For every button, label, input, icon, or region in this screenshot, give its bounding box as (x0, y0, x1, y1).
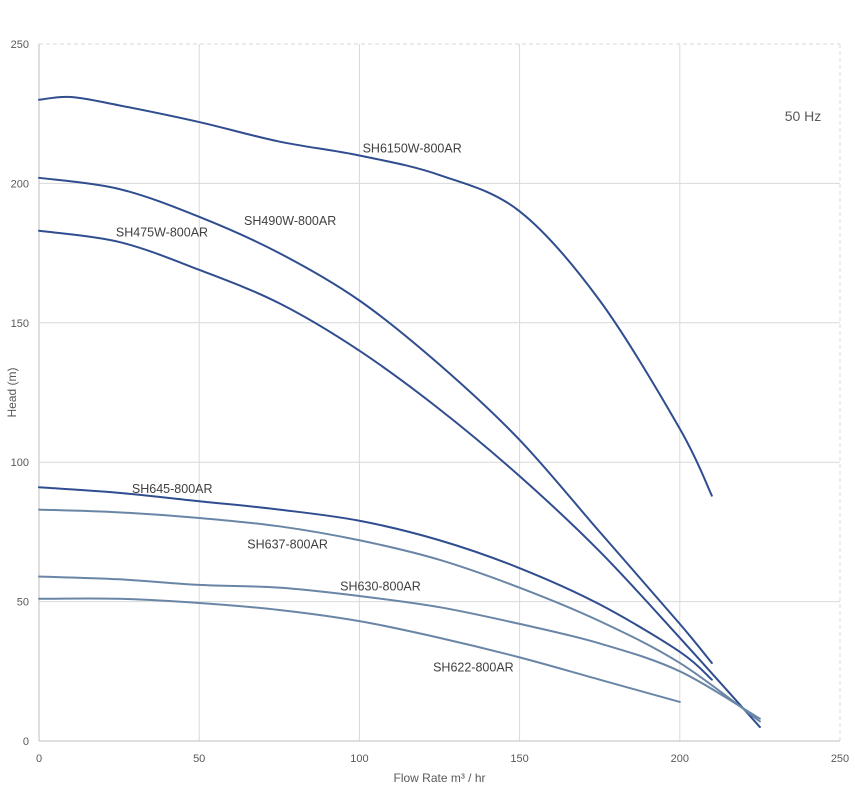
y-tick-label: 50 (17, 597, 29, 609)
frequency-annotation: 50 Hz (785, 108, 822, 124)
series-line-sh475w-800ar (38, 229, 761, 729)
y-tick-label: 100 (11, 457, 29, 469)
series-line-sh645-800ar (38, 486, 713, 681)
series-line-sh490w-800ar (38, 176, 713, 664)
x-axis-title: Flow Rate m³ / hr (393, 771, 485, 785)
series-label-sh622-800ar: SH622-800AR (433, 660, 514, 674)
x-tick-label: 0 (36, 753, 42, 765)
series-labels: SH6150W-800AR SH490W-800AR SH475W-800AR SH6… (116, 142, 514, 675)
series-line-sh6150w-800ar (38, 95, 713, 497)
series-label-sh475w-800ar: SH475W-800AR (116, 225, 208, 239)
x-tick-label: 100 (350, 753, 368, 765)
series-line-sh637-800ar (38, 508, 761, 723)
series-label-sh637-800ar: SH637-800AR (247, 538, 328, 552)
series-lines (38, 95, 761, 729)
series-label-sh490w-800ar: SH490W-800AR (244, 214, 336, 228)
series-line-sh630-800ar (38, 575, 761, 720)
y-tick-label: 200 (11, 178, 29, 190)
x-tick-label: 250 (831, 753, 849, 765)
series-line-sh622-800ar (38, 597, 681, 703)
series-label-sh645-800ar: SH645-800AR (132, 482, 213, 496)
series-label-sh6150w-800ar: SH6150W-800AR (363, 142, 462, 156)
x-tick-label: 200 (671, 753, 689, 765)
y-tick-label: 250 (11, 39, 29, 51)
y-axis-title: Head (m) (5, 367, 19, 417)
x-tick-label: 150 (510, 753, 528, 765)
axes: 0 50 100 150 200 250 0 50 100 150 200 250 (11, 39, 850, 765)
series-label-sh630-800ar: SH630-800AR (340, 579, 421, 593)
y-tick-label: 150 (11, 318, 29, 330)
x-tick-label: 50 (193, 753, 205, 765)
y-tick-label: 0 (23, 736, 29, 748)
